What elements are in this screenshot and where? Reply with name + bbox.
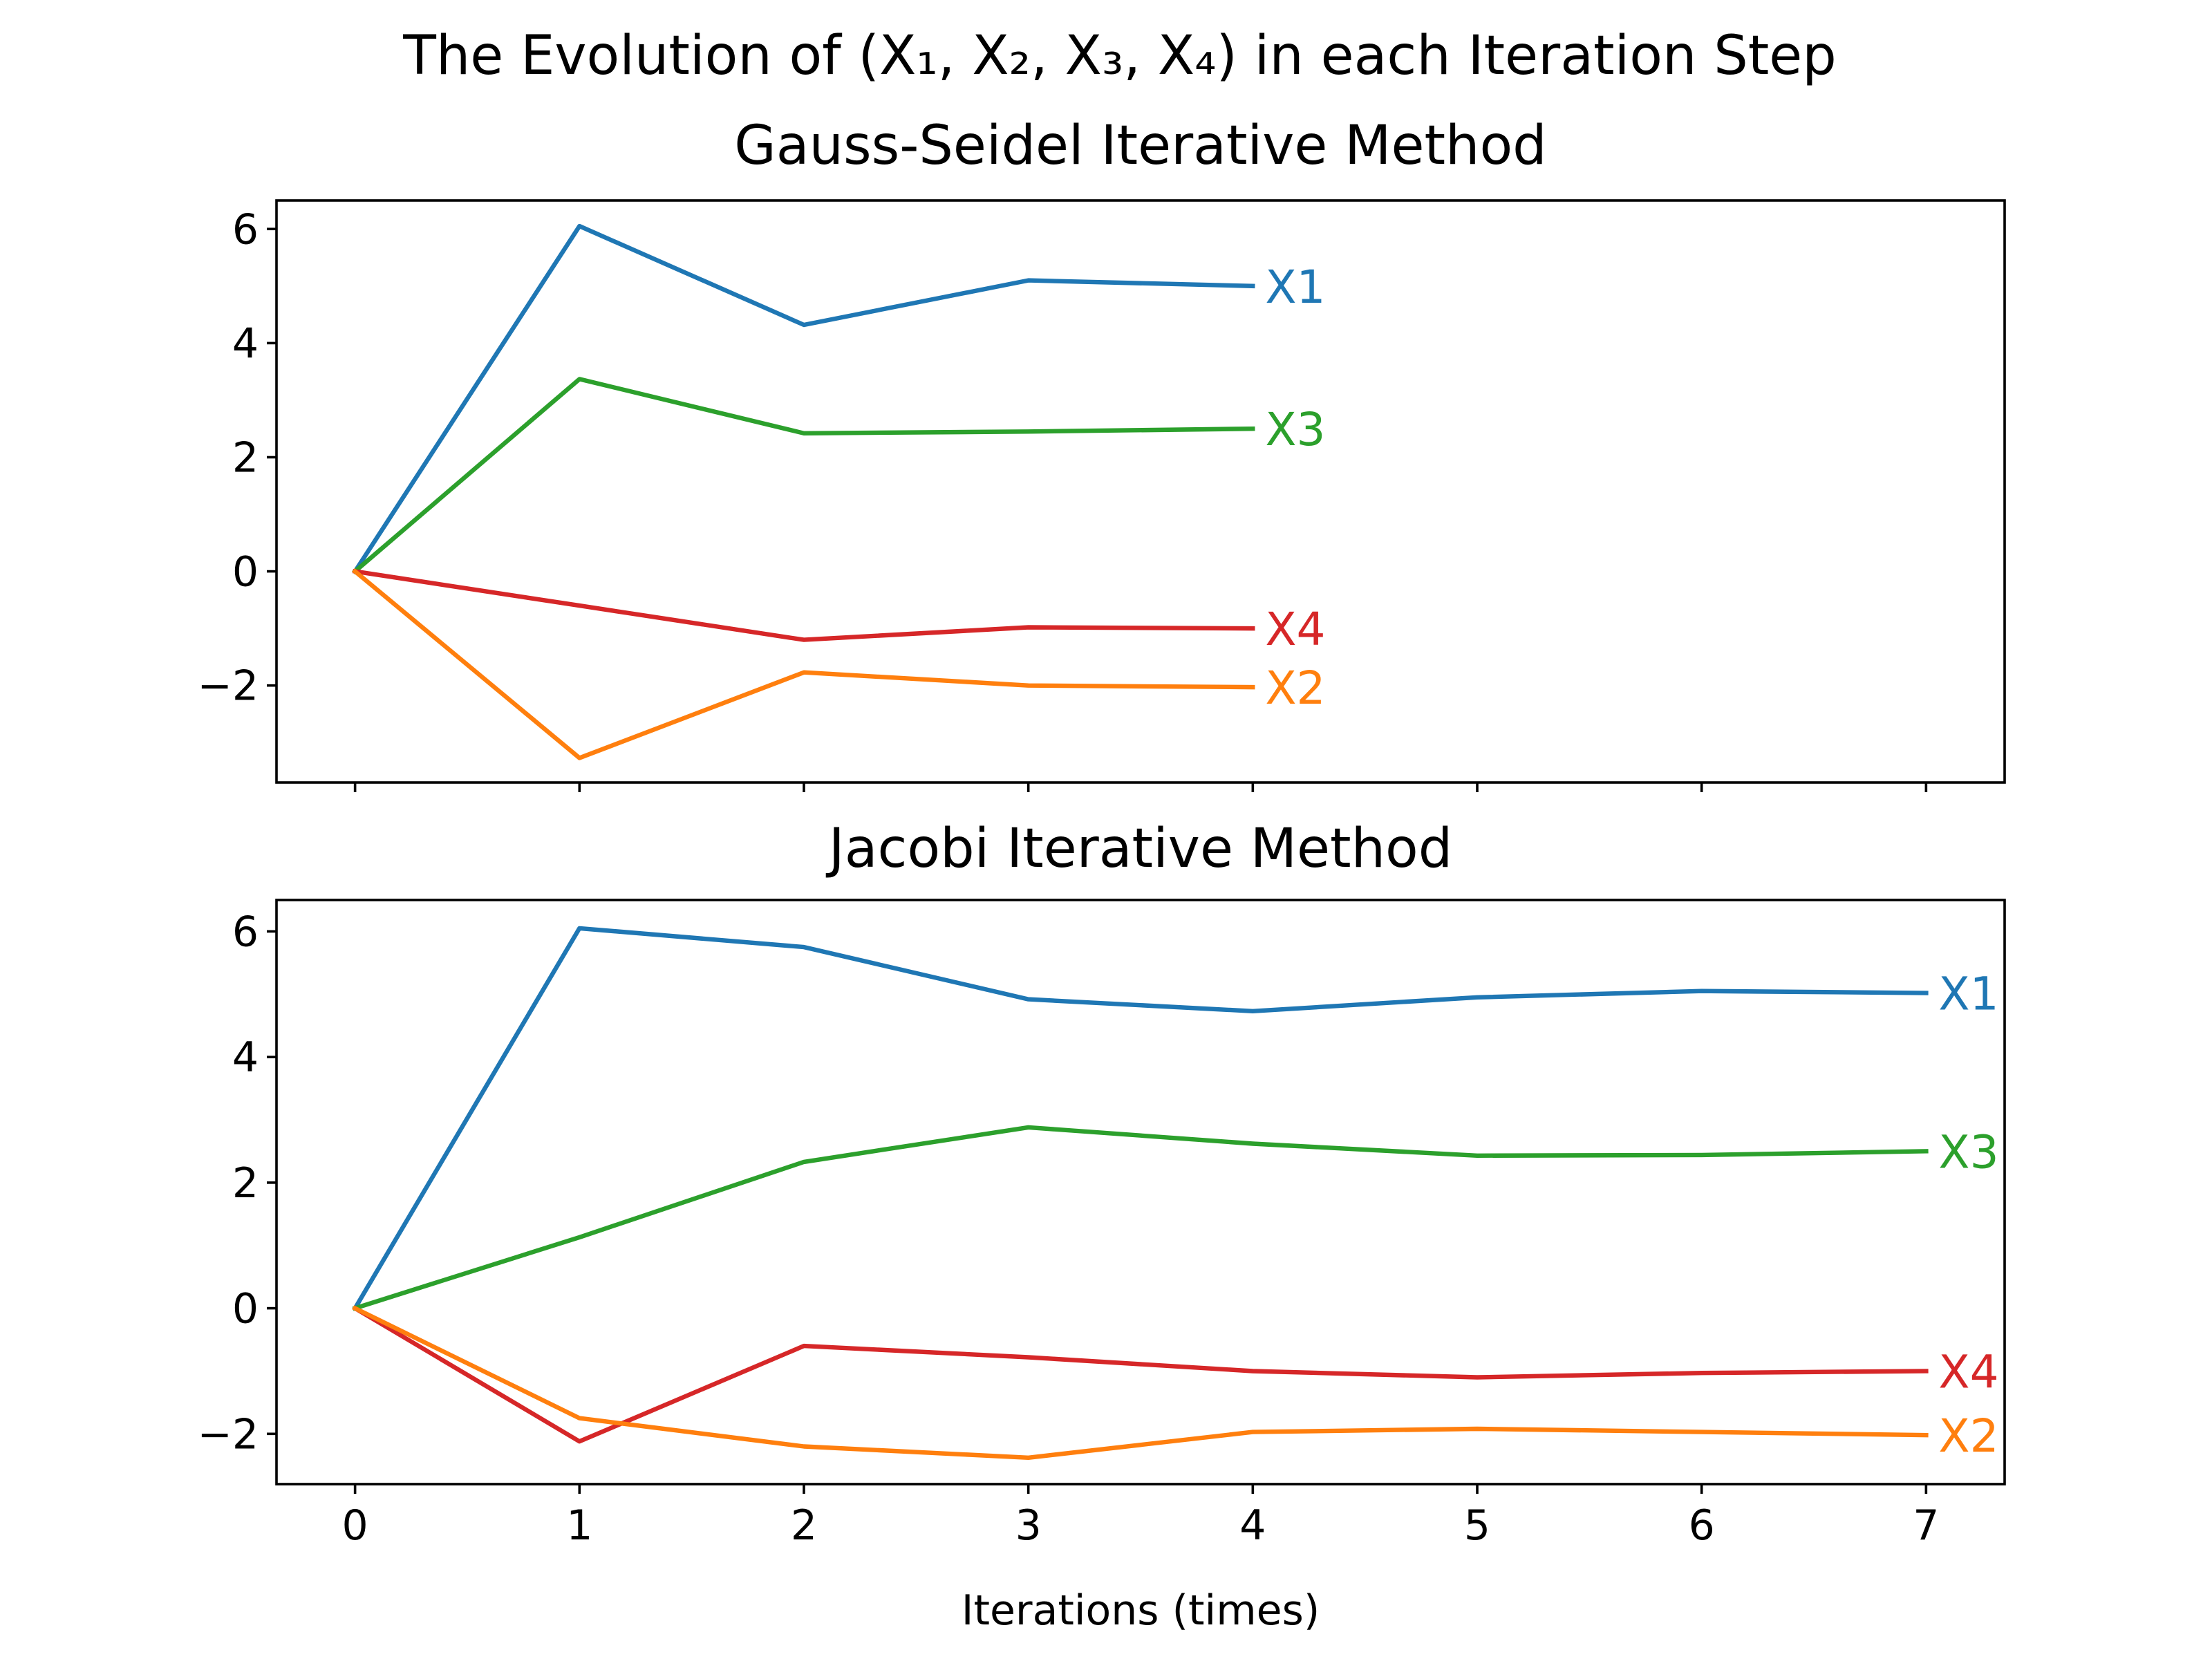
jacobi-xtick-label: 5	[1464, 1501, 1490, 1550]
gauss-seidel-ytick-label: 4	[232, 319, 259, 368]
jacobi-series-x3-label: X3	[1938, 1125, 1998, 1179]
gauss-seidel-ytick-label: 0	[232, 548, 259, 597]
gauss-seidel-panel: −2 0 2 4 6 X1 X3 X4 X2	[198, 199, 2006, 792]
jacobi-series-x1-label: X1	[1938, 967, 1998, 1020]
jacobi-xtick-label: 6	[1689, 1501, 1715, 1550]
jacobi-series-x4-label: X4	[1938, 1345, 1998, 1398]
gauss-seidel-title: Gauss-Seidel Iterative Method	[734, 115, 1546, 177]
gauss-seidel-ytick-label: 2	[232, 433, 259, 482]
jacobi-ytick-label: 4	[232, 1033, 259, 1082]
jacobi-xtick-label: 2	[791, 1501, 817, 1550]
gauss-seidel-series-x2-label: X2	[1265, 662, 1325, 715]
gauss-seidel-series-x3-label: X3	[1265, 403, 1325, 456]
gauss-seidel-series-x4-line	[352, 568, 1255, 642]
jacobi-series-x2-line	[352, 1305, 1929, 1461]
jacobi-series-x1-line	[352, 926, 1929, 1311]
jacobi-xtick-label: 1	[566, 1501, 592, 1550]
jacobi-ytick-label: −2	[198, 1410, 259, 1459]
jacobi-title: Jacobi Iterative Method	[825, 818, 1453, 880]
x-axis-label: Iterations (times)	[962, 1586, 1320, 1635]
gauss-seidel-ytick-label: 6	[232, 205, 259, 254]
jacobi-xtick-label: 4	[1239, 1501, 1266, 1550]
jacobi-series-x3-line	[352, 1125, 1929, 1311]
gauss-seidel-ytick-label: −2	[198, 662, 259, 711]
gauss-seidel-series-x4-label: X4	[1265, 603, 1325, 656]
gauss-seidel-series-x1-line	[352, 223, 1255, 575]
jacobi-xtick-label: 0	[342, 1501, 368, 1550]
jacobi-xtick-label: 3	[1015, 1501, 1042, 1550]
jacobi-series-x2-label: X2	[1938, 1409, 1998, 1463]
gauss-seidel-series-x2-line	[352, 568, 1255, 760]
jacobi-axes-frame	[275, 899, 2006, 1485]
gauss-seidel-axes-frame	[275, 199, 2006, 784]
jacobi-ytick-label: 0	[232, 1285, 259, 1333]
figure-title: The Evolution of (X₁, X₂, X₃, X₄) in eac…	[402, 25, 1837, 87]
jacobi-series-x4-line	[352, 1305, 1929, 1444]
gauss-seidel-series-x1-label: X1	[1265, 261, 1325, 314]
jacobi-panel: −2 0 2 4 6 0 1 2 3 4 5 6 7 X1 X3 X4 X2	[198, 899, 2006, 1550]
jacobi-ytick-label: 6	[232, 908, 259, 956]
jacobi-xtick-label: 7	[1913, 1501, 1939, 1550]
jacobi-ytick-label: 2	[232, 1159, 259, 1208]
gauss-seidel-series-x3-line	[352, 377, 1255, 575]
